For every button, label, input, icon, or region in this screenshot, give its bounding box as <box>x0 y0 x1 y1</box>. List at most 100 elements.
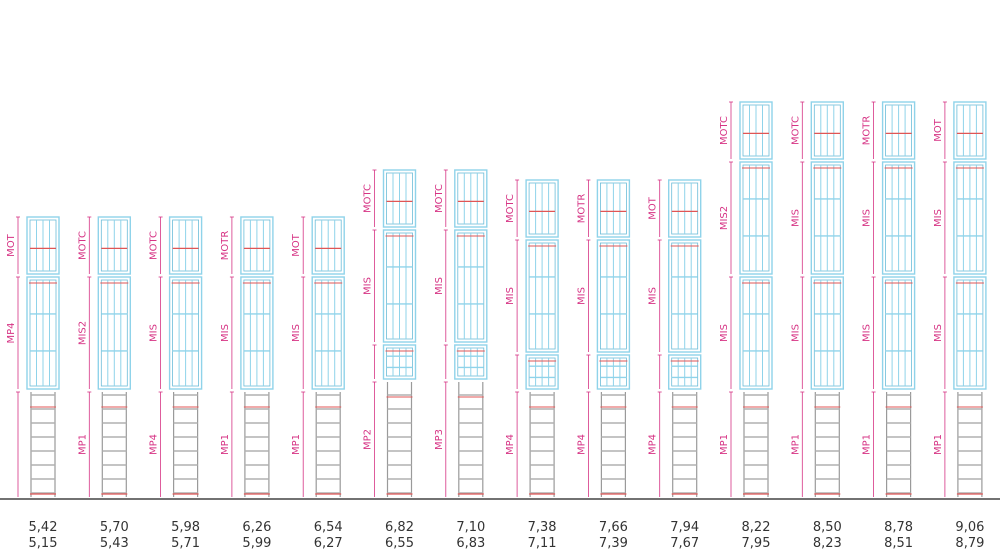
top-height-label: 7,66 <box>599 520 628 535</box>
cage-frame <box>525 354 559 390</box>
segment-code-label: MIS <box>648 287 659 305</box>
segment-code-label: MOTR <box>862 116 873 146</box>
cage-frame <box>240 216 274 275</box>
segment-code-label: MOTC <box>363 184 374 213</box>
top-height-label: 5,42 <box>29 520 58 535</box>
cage-frame <box>881 101 916 160</box>
segment-code-label: MOTC <box>77 231 88 260</box>
segment-code-label: MIS <box>149 324 160 342</box>
ladder-column: MP4 MIS MOT 7,947,67 <box>648 179 702 550</box>
segment-code-label: MIS <box>505 287 516 305</box>
bottom-height-label: 5,15 <box>29 536 58 550</box>
cage-frame <box>668 179 702 238</box>
cage-frame <box>311 216 345 275</box>
segment-code-label: MOT <box>648 196 659 219</box>
cage-frame <box>668 354 702 390</box>
bottom-height-label: 5,43 <box>100 536 129 550</box>
segment-code-label: MIS <box>291 324 302 342</box>
cage-frame <box>596 239 631 353</box>
ladder-column: MP1 MIS MOT 6,546,27 <box>291 216 345 550</box>
cage-frame <box>311 276 345 390</box>
segment-code-label: MP1 <box>77 434 88 455</box>
cage-frame <box>953 161 987 275</box>
cage-frame <box>382 229 417 343</box>
top-height-label: 9,06 <box>955 520 984 535</box>
bottom-height-label: 6,83 <box>456 536 485 550</box>
segment-code-label: MIS <box>434 277 445 295</box>
segment-code-label: MOTC <box>149 231 160 260</box>
segment-code-label: MP2 <box>363 429 374 450</box>
segment-code-label: MP4 <box>648 434 659 455</box>
cage-frame <box>382 169 417 228</box>
ladder-column: MP4 MIS MOTC 7,387,11 <box>505 179 559 550</box>
bottom-height-label: 6,55 <box>385 536 414 550</box>
ladder-column: MP3 MIS MOTC 7,106,83 <box>434 169 488 550</box>
segment-code-label: MOTR <box>576 194 587 224</box>
segment-code-label: MP1 <box>291 434 302 455</box>
cage-frame <box>168 216 203 275</box>
bottom-height-label: 7,95 <box>742 536 771 550</box>
segment-code-label: MIS <box>862 324 873 342</box>
cage-frame <box>596 354 631 390</box>
bottom-height-label: 8,23 <box>813 536 842 550</box>
segment-code-label: MP1 <box>862 434 873 455</box>
top-height-label: 8,22 <box>742 520 771 535</box>
top-height-label: 5,98 <box>171 520 200 535</box>
cage-frame <box>382 344 417 380</box>
top-height-label: 8,78 <box>884 520 913 535</box>
top-height-label: 7,38 <box>528 520 557 535</box>
bottom-height-label: 5,99 <box>242 536 271 550</box>
segment-code-label: MP1 <box>933 434 944 455</box>
segment-code-label: MOTC <box>434 184 445 213</box>
segment-code-label: MIS <box>790 209 801 227</box>
cage-frame <box>97 216 132 275</box>
cage-frame <box>668 239 702 353</box>
segment-code-label: MP4 <box>6 322 17 343</box>
top-height-label: 6,26 <box>242 520 271 535</box>
cage-frame <box>454 229 488 343</box>
segment-code-label: MOT <box>291 233 302 256</box>
segment-code-label: MIS <box>363 277 374 295</box>
cage-frame <box>881 276 916 390</box>
cage-frame <box>881 161 916 275</box>
ladder-column: MP1 MIS MIS MOTR 8,788,51 <box>862 101 916 550</box>
segment-code-label: MIS <box>719 324 730 342</box>
segment-code-label: MP4 <box>576 434 587 455</box>
cage-frame <box>525 179 559 238</box>
segment-code-label: MOTC <box>505 194 516 223</box>
segment-code-label: MP1 <box>220 434 231 455</box>
segment-code-label: MOT <box>6 233 17 256</box>
bottom-height-label: 8,51 <box>884 536 913 550</box>
segment-code-label: MOTC <box>790 116 801 145</box>
bottom-height-label: 7,39 <box>599 536 628 550</box>
segment-code-label: MP1 <box>790 434 801 455</box>
segment-code-label: MOTC <box>719 116 730 145</box>
segment-code-label: MP1 <box>719 434 730 455</box>
ladder-column: MP1 MIS MIS MOT 9,068,79 <box>933 101 987 550</box>
top-height-label: 5,70 <box>100 520 129 535</box>
cage-frame <box>953 276 987 390</box>
cage-frame <box>97 276 132 390</box>
segment-code-label: MP4 <box>149 434 160 455</box>
bottom-height-label: 6,27 <box>314 536 343 550</box>
cage-frame <box>739 161 773 275</box>
cage-frame <box>26 276 60 390</box>
cage-frame <box>454 344 488 380</box>
bottom-height-label: 7,11 <box>528 536 557 550</box>
cage-frame <box>168 276 203 390</box>
bottom-height-label: 5,71 <box>171 536 200 550</box>
cage-frame <box>810 161 844 275</box>
ladder-column: MP4 MIS MOTC 5,985,71 <box>149 216 203 550</box>
ladder-column: MP1 MIS2 MOTC 5,705,43 <box>77 216 132 550</box>
segment-code-label: MIS <box>790 324 801 342</box>
segment-code-label: MIS <box>933 209 944 227</box>
cage-frame <box>810 276 844 390</box>
ladder-column: MP1 MIS MOTR 6,265,99 <box>220 216 274 550</box>
segment-code-label: MIS <box>220 324 231 342</box>
segment-code-label: MIS <box>576 287 587 305</box>
cage-frame <box>739 101 773 160</box>
cage-frame <box>525 239 559 353</box>
top-height-label: 7,94 <box>670 520 699 535</box>
ladder-column: MP1 MIS MIS2 MOTC 8,227,95 <box>719 101 773 550</box>
